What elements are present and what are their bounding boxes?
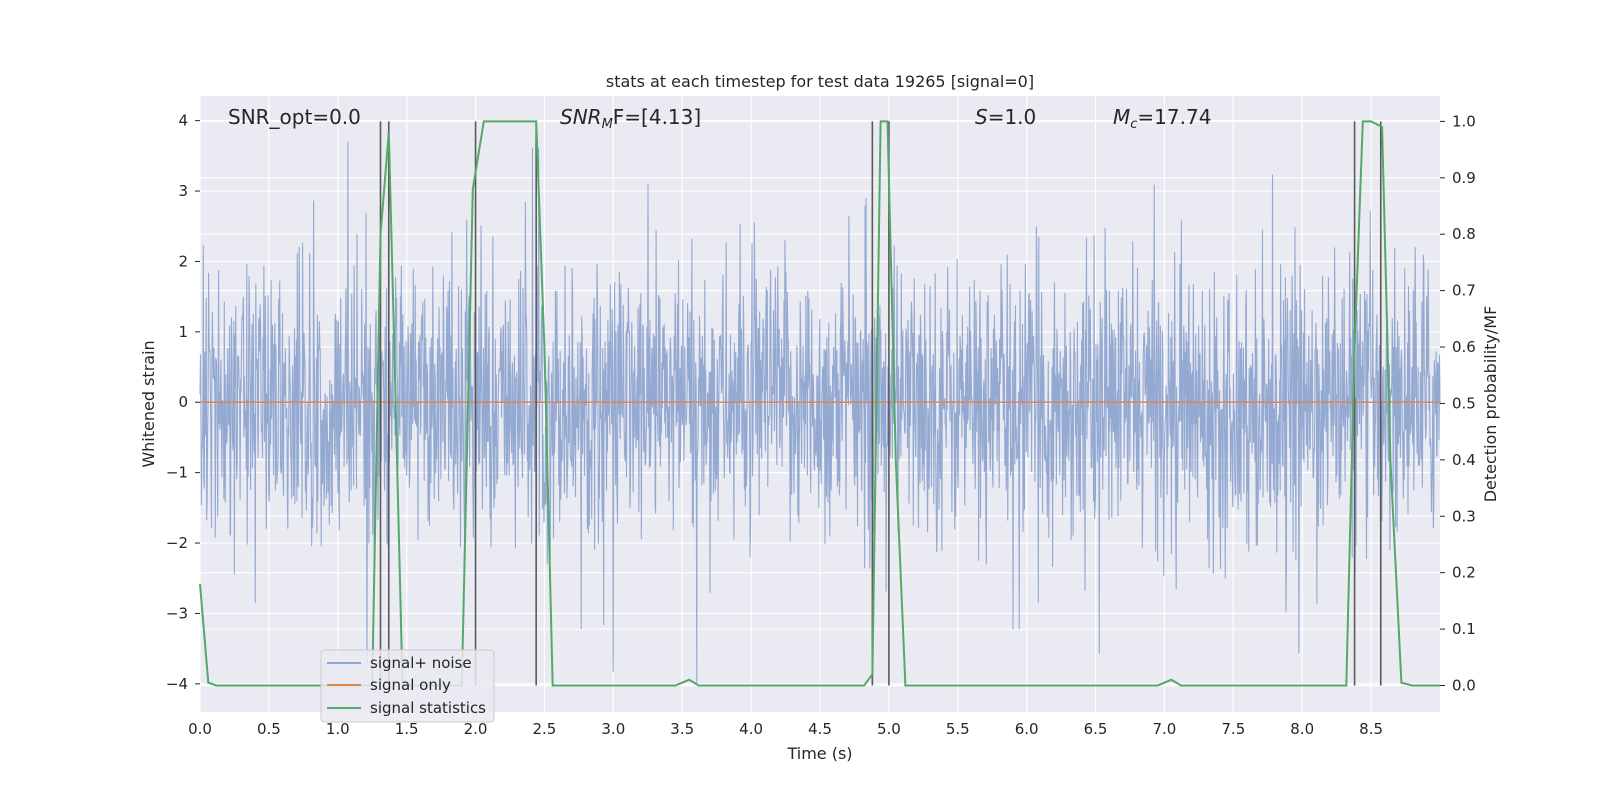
y-tick-label: 0 — [178, 393, 188, 411]
signal-statistics-series — [199, 120, 1440, 687]
x-tick-label: 1.0 — [326, 720, 350, 738]
legend-box — [320, 649, 495, 723]
chart-title: stats at each timestep for test data 192… — [606, 72, 1034, 91]
x-tick-label: 7.5 — [1221, 720, 1245, 738]
y-right-tick-label: 0.7 — [1452, 282, 1476, 300]
legend-label-signal-only: signal only — [370, 676, 451, 694]
x-axis-label: Time (s) — [786, 744, 852, 763]
x-tick-label: 4.0 — [739, 720, 763, 738]
x-tick-label: 0.0 — [188, 720, 212, 738]
legend: signal+ noise signal only signal statist… — [320, 649, 495, 723]
y-right-tick-label: 0.1 — [1452, 620, 1476, 638]
annotation-mc-sub: c — [1130, 117, 1137, 132]
annotation-snr-mf: SNRMF=[4.13] — [560, 105, 701, 132]
x-tick-label: 2.0 — [464, 720, 488, 738]
signal-noise-line — [199, 141, 1441, 684]
x-tick-label: 2.5 — [533, 720, 557, 738]
x-tick-label: 6.0 — [1015, 720, 1039, 738]
y-tick-label: 1 — [178, 323, 188, 341]
annotation-mc-main: M — [1113, 105, 1130, 129]
y-right-tick-label: 0.9 — [1452, 169, 1476, 187]
annotation-mc: Mc=17.74 — [1113, 105, 1211, 132]
x-tick-label: 5.5 — [946, 720, 970, 738]
x-tick-label: 7.0 — [1153, 720, 1177, 738]
vertical-marker-lines — [379, 121, 1382, 686]
x-tick-label: 3.0 — [601, 720, 625, 738]
y-right-tick-label: 0.3 — [1452, 507, 1476, 525]
annotations: SNR_opt=0.0 SNRMF=[4.13] S=1.0 Mc=17.74 — [228, 105, 1211, 132]
y-right-tick-label: 0.8 — [1452, 225, 1476, 243]
annotation-s-rest: =1.0 — [988, 105, 1037, 129]
annotation-s: S=1.0 — [975, 105, 1036, 129]
y-right-tick-label: 0.2 — [1452, 564, 1476, 582]
y-tick-label: 3 — [178, 182, 188, 200]
legend-label-signal-statistics: signal statistics — [370, 699, 486, 717]
signal-statistics-line — [199, 120, 1440, 687]
annotation-snr-mf-rest: F=[4.13] — [613, 105, 701, 129]
x-tick-label: 4.5 — [808, 720, 832, 738]
x-tick-label: 6.5 — [1084, 720, 1108, 738]
y-axis-label-left: Whitened strain — [139, 340, 158, 467]
annotation-mc-rest: =17.74 — [1137, 105, 1211, 129]
y-axis-right-ticks: 0.0 0.1 0.2 0.3 0.4 0.5 0.6 0.7 0.8 0.9 1.0 — [1440, 112, 1476, 694]
y-axis-left-ticks: −4 −3 −2 −1 0 1 2 3 4 — [166, 112, 200, 693]
y-tick-label: −2 — [166, 534, 188, 552]
annotation-s-main: S — [975, 105, 988, 129]
x-axis-ticks: 0.0 0.5 1.0 1.5 2.0 2.5 3.0 3.5 4.0 4.5 5.0 5.5 6.0 6… — [188, 720, 1383, 738]
annotation-snr-mf-sub: M — [602, 117, 613, 132]
y-right-tick-label: 0.0 — [1452, 676, 1476, 694]
y-axis-label-right: Detection probability/MF — [1481, 306, 1500, 503]
annotation-snr-mf-main: SNR — [560, 105, 602, 129]
y-tick-label: −1 — [166, 464, 188, 482]
x-tick-label: 1.5 — [395, 720, 419, 738]
x-tick-label: 3.5 — [670, 720, 694, 738]
y-tick-label: 4 — [178, 112, 188, 130]
x-tick-label: 5.0 — [877, 720, 901, 738]
annotation-snr-opt: SNR_opt=0.0 — [228, 105, 361, 129]
y-tick-label: −3 — [166, 604, 188, 622]
signal-noise-series — [199, 141, 1441, 684]
y-right-tick-label: 0.4 — [1452, 451, 1476, 469]
y-right-tick-label: 1.0 — [1452, 112, 1476, 130]
x-tick-label: 0.5 — [257, 720, 281, 738]
y-tick-label: 2 — [178, 252, 188, 270]
y-tick-label: −4 — [166, 675, 188, 693]
x-tick-label: 8.0 — [1290, 720, 1314, 738]
y-right-tick-label: 0.6 — [1452, 338, 1476, 356]
legend-label-signal-noise: signal+ noise — [370, 654, 472, 672]
x-tick-label: 8.5 — [1359, 720, 1383, 738]
y-right-tick-label: 0.5 — [1452, 394, 1476, 412]
